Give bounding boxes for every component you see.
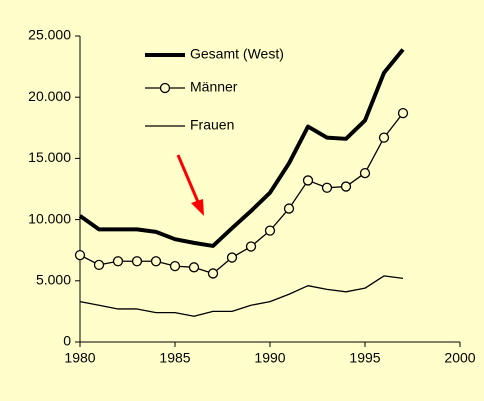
- x-tick-label: 1980: [64, 350, 95, 366]
- point-marker: [226, 252, 238, 263]
- y-tick-label: 0: [63, 333, 71, 349]
- point-marker: [245, 241, 257, 252]
- x-tick-label: 2000: [444, 350, 475, 366]
- y-tick-label: 5.000: [36, 272, 71, 288]
- y-tick-label: 10.000: [28, 210, 71, 226]
- point-marker: [321, 182, 333, 193]
- point-marker: [74, 249, 86, 261]
- point-marker: [340, 181, 352, 192]
- point-marker: [150, 256, 162, 267]
- legend-label: Frauen: [190, 117, 234, 133]
- series-line: [78, 48, 405, 248]
- x-tick-label: 1985: [159, 350, 190, 366]
- y-tick-label: 25.000: [28, 27, 71, 43]
- annotation-arrow: [176, 154, 204, 216]
- point-marker: [378, 132, 390, 143]
- point-marker: [397, 107, 409, 119]
- legend-label: Gesamt (West): [190, 46, 284, 62]
- point-marker: [112, 256, 124, 267]
- point-marker: [93, 259, 105, 271]
- point-marker: [302, 175, 314, 186]
- x-tick-label: 1995: [349, 350, 380, 366]
- legend-marker: [159, 82, 171, 94]
- point-marker: [283, 203, 295, 214]
- x-tick-label: 1990: [254, 350, 285, 366]
- point-marker: [359, 167, 371, 179]
- series-line: [79, 275, 404, 317]
- point-marker: [188, 262, 200, 273]
- legend-label: Männer: [190, 79, 238, 95]
- point-marker: [207, 268, 219, 279]
- point-marker: [169, 260, 181, 272]
- y-tick-label: 15.000: [28, 149, 71, 165]
- point-marker: [264, 225, 276, 236]
- y-tick-label: 20.000: [28, 88, 71, 104]
- point-marker: [131, 256, 143, 267]
